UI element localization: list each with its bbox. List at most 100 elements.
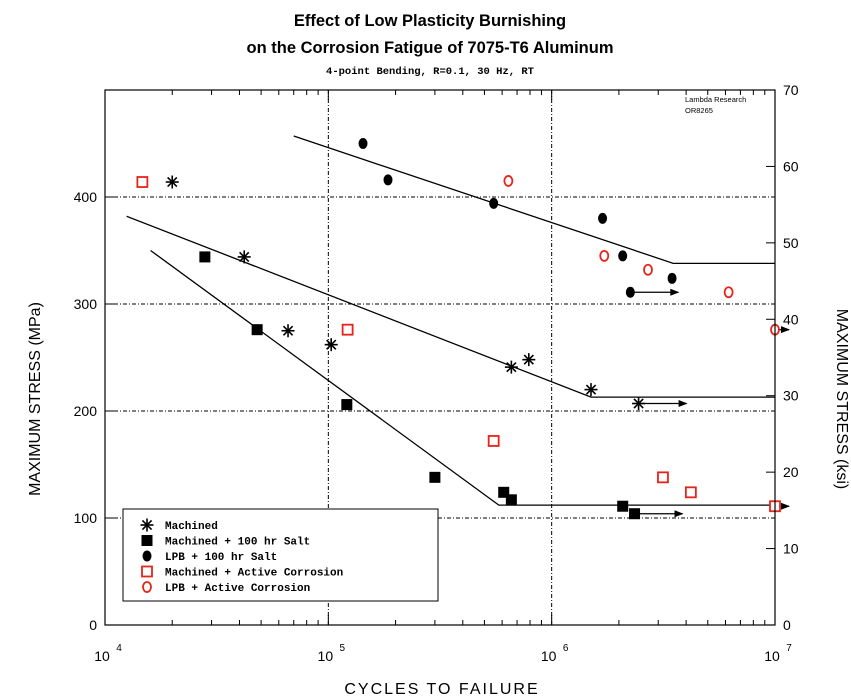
data-point — [684, 486, 697, 499]
fit-lines — [126, 135, 775, 506]
runout-arrow-head — [674, 510, 684, 518]
data-point — [617, 500, 629, 512]
series-3-markers — [358, 138, 677, 298]
data-point — [599, 249, 610, 262]
data-point — [324, 338, 338, 352]
y2-tick-label: 30 — [783, 388, 799, 404]
data-point — [584, 383, 598, 397]
data-point — [489, 197, 499, 209]
marker-stroke — [633, 398, 644, 409]
x-tick-label: 10 — [541, 648, 557, 664]
data-point — [504, 360, 518, 374]
legend-label: Machined + 100 hr Salt — [165, 537, 310, 549]
plot-frame — [104, 89, 776, 626]
series-2-markers — [199, 251, 641, 520]
data-point — [657, 471, 669, 484]
runout-arrow-head — [781, 326, 790, 334]
series-1-markers — [165, 175, 646, 411]
y-tick-label: 200 — [74, 403, 98, 419]
runout-arrow-head — [781, 502, 790, 510]
chart-title-line-2: on the Corrosion Fatigue of 7075-T6 Alum… — [247, 39, 614, 57]
legend-box — [122, 508, 439, 602]
data-point — [667, 272, 677, 284]
legend-marker — [141, 565, 153, 578]
data-point — [505, 494, 517, 506]
y2-tick-label: 40 — [783, 311, 799, 327]
y2-tick-label: 50 — [783, 235, 799, 251]
legend-marker — [142, 581, 152, 593]
fit-line-series-3 — [293, 135, 775, 264]
y2-tick-label: 70 — [783, 82, 799, 98]
legend-label: Machined + Active Corrosion — [165, 568, 343, 580]
x-tick-exponent: 4 — [116, 643, 122, 654]
fit-line-series-2 — [150, 249, 775, 506]
legend-marker — [141, 535, 153, 546]
y-tick-label: 100 — [74, 510, 98, 526]
data-point — [165, 175, 179, 189]
data-point — [625, 286, 635, 298]
x-tick-label: 10 — [94, 648, 110, 664]
x-tick-exponent: 7 — [786, 643, 792, 654]
x-tick-exponent: 6 — [563, 643, 569, 654]
y-tick-label: 300 — [74, 296, 98, 312]
legend-label: LPB + Active Corrosion — [165, 583, 310, 595]
credit-line-2: OR8265 — [685, 106, 713, 115]
legend-label: LPB + 100 hr Salt — [165, 552, 277, 564]
marker-stroke — [585, 384, 597, 395]
data-point — [281, 324, 295, 338]
marker-stroke — [506, 361, 517, 373]
data-point — [383, 174, 393, 186]
legend-label: Machined — [165, 521, 218, 533]
data-point — [251, 324, 263, 336]
legend-marker — [142, 550, 152, 562]
y2-tick-label: 60 — [783, 158, 799, 174]
data-point — [643, 263, 653, 276]
legend-marker — [140, 518, 154, 532]
data-point — [341, 323, 354, 336]
y-tick-label: 0 — [89, 617, 97, 633]
data-point — [522, 353, 536, 367]
data-point — [598, 212, 608, 224]
marker-stroke — [523, 354, 534, 365]
y2-axis-label: MAXIMUM STRESS (ksi) — [833, 309, 850, 489]
data-point — [358, 138, 368, 149]
y2-tick-label: 0 — [783, 617, 791, 633]
data-point — [629, 508, 641, 520]
marker-stroke — [326, 339, 337, 350]
data-point — [237, 250, 251, 264]
marker-stroke — [239, 251, 250, 263]
x-axis-label: CYCLES TO FAILURE — [344, 681, 539, 698]
fit-line-series-1 — [126, 215, 775, 398]
data-point — [136, 176, 149, 188]
x-tick-label: 10 — [764, 648, 780, 664]
data-point — [503, 175, 514, 187]
y-tick-label: 400 — [74, 189, 98, 205]
y2-tick-label: 20 — [783, 464, 799, 480]
legend: Machined Machined + 100 hr Salt LPB + 100 … — [122, 508, 439, 602]
runout-arrow-head — [678, 400, 688, 408]
y-axis-label: MAXIMUM STRESS (MPa) — [27, 302, 44, 496]
data-point — [723, 286, 734, 299]
data-point — [487, 435, 500, 447]
runout-arrows — [630, 288, 790, 518]
x-tick-exponent: 5 — [340, 643, 346, 654]
y2-tick-label: 10 — [783, 541, 799, 557]
marker-stroke — [282, 325, 294, 336]
series-5-markers — [503, 175, 780, 336]
marker-stroke — [141, 519, 153, 531]
data-point — [429, 471, 441, 483]
data-point — [199, 251, 211, 263]
credit-line-1: Lambda Research — [685, 95, 746, 104]
data-point — [341, 399, 353, 411]
runout-arrow-head — [670, 288, 680, 296]
chart-title-line-1: Effect of Low Plasticity Burnishing — [294, 12, 566, 30]
data-point — [618, 250, 628, 262]
marker-stroke — [167, 176, 178, 188]
data-point — [498, 486, 510, 498]
x-tick-label: 10 — [318, 648, 334, 664]
chart-subtitle: 4-point Bending, R=0.1, 30 Hz, RT — [326, 66, 534, 78]
data-markers — [136, 138, 781, 520]
series-4-markers — [136, 176, 781, 513]
